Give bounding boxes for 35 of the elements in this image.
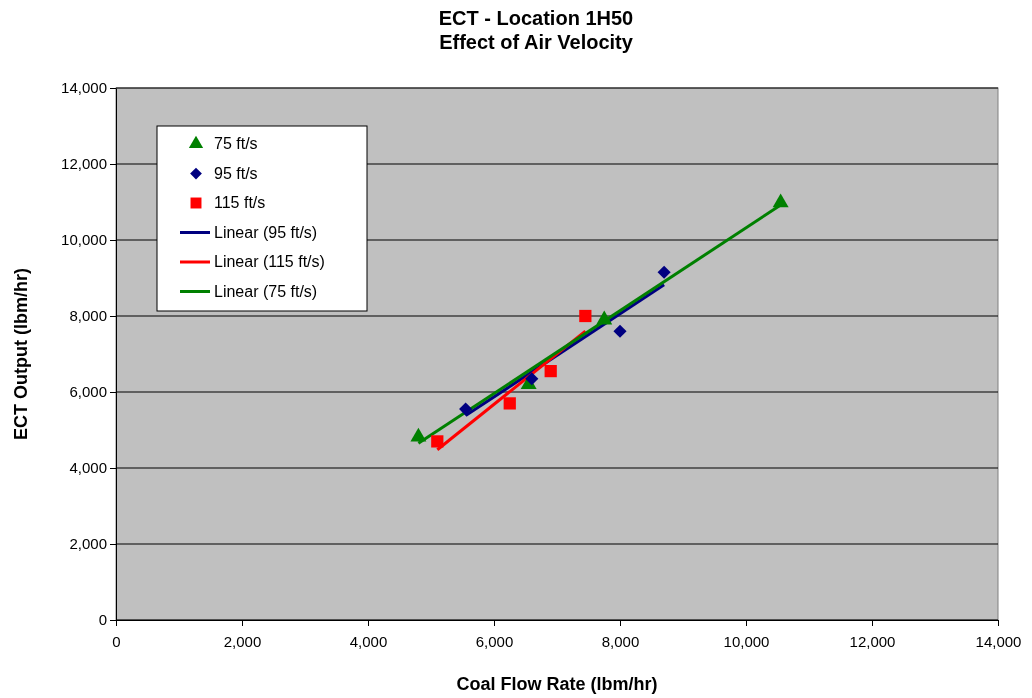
legend-label: Linear (115 ft/s)	[214, 253, 325, 270]
point	[613, 324, 627, 338]
point	[596, 310, 613, 325]
point	[459, 402, 473, 416]
x-tick-label: 2,000	[223, 633, 262, 650]
y-tick-label: 6,000	[69, 383, 107, 401]
point	[431, 435, 444, 448]
point	[772, 193, 789, 208]
y-tick-label: 10,000	[61, 231, 107, 249]
y-axis-title: ECT Output (lbm/hr)	[11, 268, 31, 440]
y-tick-label: 2,000	[69, 535, 107, 553]
point	[525, 372, 539, 386]
x-tick-label: 4,000	[349, 633, 388, 650]
chart-title: ECT - Location 1H50 Effect of Air Velocity	[438, 7, 634, 53]
y-tick-label: 12,000	[61, 155, 107, 173]
x-tick-label: 8,000	[601, 633, 640, 650]
legend-label: Linear (95 ft/s)	[214, 223, 318, 241]
x-axis-title: Coal Flow Rate (lbm/hr)	[456, 674, 658, 694]
y-tick-label: 8,000	[69, 307, 107, 325]
x-tick-label: 6,000	[475, 633, 514, 650]
x-tick-label: 12,000	[849, 633, 896, 650]
point	[579, 309, 592, 323]
x-tick-label: 14,000	[975, 633, 1022, 650]
legend-label: 115 ft/s	[214, 194, 266, 211]
point	[503, 397, 516, 410]
y-tick-label: 14,000	[61, 79, 107, 97]
point	[544, 364, 557, 378]
x-tick-label: 0	[112, 633, 121, 650]
y-tick-label: 4,000	[69, 459, 107, 477]
y-tick-label: 0	[98, 611, 107, 629]
legend-label: 95 ft/s	[214, 164, 258, 182]
x-tick-label: 10,000	[723, 633, 770, 650]
legend-label: 75 ft/s	[214, 135, 258, 152]
legend-label: Linear (75 ft/s)	[214, 282, 318, 300]
point	[657, 265, 671, 279]
